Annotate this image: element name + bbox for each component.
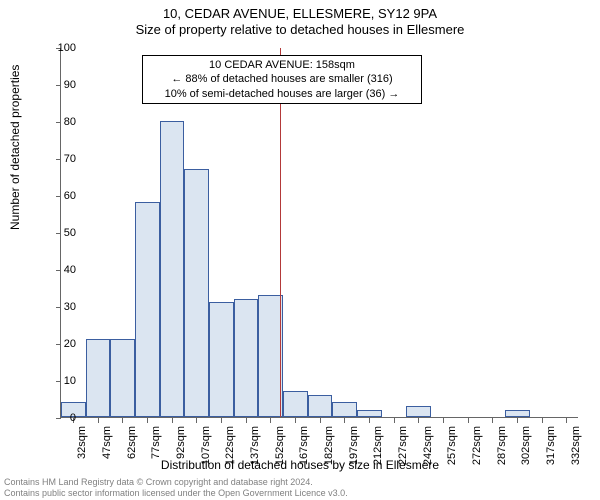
x-tick-label: 92sqm <box>175 426 187 476</box>
x-tick-label: 317sqm <box>545 426 557 476</box>
x-tick-mark <box>492 418 493 423</box>
y-tick-mark <box>56 159 61 160</box>
chart-container: 10, CEDAR AVENUE, ELLESMERE, SY12 9PA Si… <box>0 0 600 500</box>
y-tick-label: 0 <box>70 412 76 424</box>
x-tick-mark <box>98 418 99 423</box>
annotation-box: 10 CEDAR AVENUE: 158sqm← 88% of detached… <box>142 55 422 104</box>
annotation-line1: 10 CEDAR AVENUE: 158sqm <box>149 58 415 72</box>
x-tick-mark <box>517 418 518 423</box>
x-tick-mark <box>147 418 148 423</box>
histogram-bar <box>308 395 333 417</box>
x-tick-mark <box>172 418 173 423</box>
x-tick-label: 197sqm <box>348 426 360 476</box>
x-tick-mark <box>122 418 123 423</box>
x-tick-mark <box>394 418 395 423</box>
histogram-bar <box>209 302 234 417</box>
x-tick-label: 242sqm <box>422 426 434 476</box>
x-tick-mark <box>468 418 469 423</box>
x-tick-mark <box>270 418 271 423</box>
x-tick-mark <box>418 418 419 423</box>
x-tick-label: 182sqm <box>323 426 335 476</box>
x-tick-mark <box>320 418 321 423</box>
x-tick-label: 107sqm <box>200 426 212 476</box>
y-tick-mark <box>56 122 61 123</box>
x-tick-label: 137sqm <box>249 426 261 476</box>
x-tick-label: 77sqm <box>150 426 162 476</box>
y-tick-mark <box>56 270 61 271</box>
footer-line1: Contains HM Land Registry data © Crown c… <box>4 477 348 487</box>
histogram-bar <box>406 406 431 417</box>
histogram-bar <box>160 121 185 417</box>
y-tick-label: 80 <box>64 116 76 128</box>
y-axis-label: Number of detached properties <box>8 65 22 230</box>
x-tick-label: 167sqm <box>298 426 310 476</box>
y-tick-label: 100 <box>58 42 76 54</box>
y-tick-label: 60 <box>64 190 76 202</box>
y-tick-mark <box>56 381 61 382</box>
annotation-line3: 10% of semi-detached houses are larger (… <box>149 87 415 101</box>
y-tick-label: 10 <box>64 375 76 387</box>
x-tick-mark <box>566 418 567 423</box>
x-tick-label: 332sqm <box>570 426 582 476</box>
x-tick-mark <box>443 418 444 423</box>
y-tick-mark <box>56 344 61 345</box>
x-tick-label: 122sqm <box>224 426 236 476</box>
x-tick-mark <box>542 418 543 423</box>
footer-attribution: Contains HM Land Registry data © Crown c… <box>4 477 348 498</box>
histogram-bar <box>234 299 259 417</box>
x-tick-mark <box>295 418 296 423</box>
x-tick-label: 212sqm <box>372 426 384 476</box>
y-tick-mark <box>56 196 61 197</box>
histogram-bar <box>135 202 160 417</box>
x-tick-label: 272sqm <box>471 426 483 476</box>
y-tick-label: 40 <box>64 264 76 276</box>
histogram-bar <box>505 410 530 417</box>
y-tick-label: 50 <box>64 227 76 239</box>
footer-line2: Contains public sector information licen… <box>4 488 348 498</box>
chart-title-line2: Size of property relative to detached ho… <box>0 22 600 38</box>
y-tick-label: 70 <box>64 153 76 165</box>
histogram-bar <box>283 391 308 417</box>
histogram-bar <box>86 339 111 417</box>
y-tick-label: 30 <box>64 301 76 313</box>
chart-title-line1: 10, CEDAR AVENUE, ELLESMERE, SY12 9PA <box>0 0 600 22</box>
x-tick-label: 227sqm <box>397 426 409 476</box>
x-tick-mark <box>196 418 197 423</box>
x-tick-label: 257sqm <box>446 426 458 476</box>
x-tick-label: 47sqm <box>101 426 113 476</box>
x-tick-label: 152sqm <box>274 426 286 476</box>
y-tick-label: 90 <box>64 79 76 91</box>
annotation-line2: ← 88% of detached houses are smaller (31… <box>149 72 415 86</box>
x-tick-label: 287sqm <box>496 426 508 476</box>
x-tick-mark <box>246 418 247 423</box>
y-tick-mark <box>56 418 61 419</box>
x-tick-label: 32sqm <box>76 426 88 476</box>
x-tick-mark <box>344 418 345 423</box>
histogram-bar <box>332 402 357 417</box>
y-tick-mark <box>56 233 61 234</box>
x-tick-mark <box>221 418 222 423</box>
y-tick-mark <box>56 307 61 308</box>
y-tick-label: 20 <box>64 338 76 350</box>
histogram-bar <box>110 339 135 417</box>
histogram-bar <box>357 410 382 417</box>
histogram-bar <box>184 169 209 417</box>
x-tick-label: 62sqm <box>126 426 138 476</box>
y-tick-mark <box>56 85 61 86</box>
x-tick-label: 302sqm <box>520 426 532 476</box>
x-tick-mark <box>369 418 370 423</box>
